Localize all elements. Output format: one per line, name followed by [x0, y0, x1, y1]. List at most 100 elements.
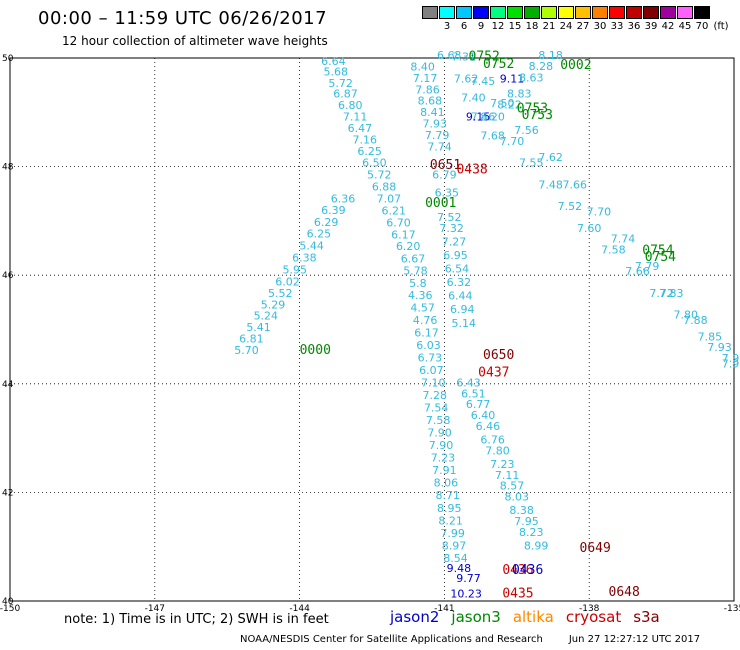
- color-scale-label: 12: [491, 21, 505, 32]
- wave-height-reading: 7.66: [562, 178, 587, 191]
- wave-height-reading: 7.68: [480, 129, 505, 142]
- pass-time-label: 0753: [522, 108, 553, 123]
- wave-height-reading: 5.72: [367, 169, 392, 182]
- wave-height-reading: 7.52: [437, 211, 462, 224]
- color-swatch: [541, 6, 557, 19]
- lat-tick-label: 40: [2, 597, 14, 607]
- wave-height-reading: 6.54: [445, 262, 470, 275]
- wave-height-reading: 6.77: [466, 398, 491, 411]
- wave-height-reading: 4.57: [410, 302, 435, 315]
- wave-height-reading: 6.36: [331, 192, 356, 205]
- wave-height-reading: 7.27: [442, 235, 467, 248]
- wave-height-reading: 6.25: [357, 145, 382, 158]
- wave-height-reading: 6.21: [381, 204, 406, 217]
- wave-height-reading: 7.98: [722, 358, 740, 371]
- credit-footer: NOAA/NESDIS Center for Satellite Applica…: [240, 634, 700, 645]
- color-swatch: [473, 6, 489, 19]
- wave-height-reading: 7.60: [577, 222, 602, 235]
- wave-height-reading: 7.83: [659, 287, 684, 300]
- wave-height-reading: 7.32: [439, 222, 464, 235]
- wave-height-reading: 6.39: [321, 204, 346, 217]
- lon-tick-label: -147: [145, 604, 165, 614]
- wave-height-reading: 7.23: [490, 458, 515, 471]
- color-scale-label: 6: [460, 21, 468, 32]
- color-scale-label: 70: [695, 21, 709, 32]
- wave-height-reading: 8.68: [418, 95, 443, 108]
- wave-height-reading: 6.79: [432, 169, 457, 182]
- wave-height-reading: 7.11: [343, 110, 368, 123]
- color-scale-label: 18: [525, 21, 539, 32]
- wave-height-reading: 7.62: [538, 151, 563, 164]
- wave-height-reading: 6.81: [239, 333, 264, 346]
- color-swatch: [660, 6, 676, 19]
- wave-height-reading: 7.28: [422, 389, 447, 402]
- lon-tick-label: -144: [289, 604, 310, 614]
- wave-height-reading: 6.95: [443, 249, 468, 262]
- color-swatch: [439, 6, 455, 19]
- wave-height-reading: 5.78: [403, 265, 428, 278]
- wave-height-reading: 7.62: [454, 72, 479, 85]
- wave-height-reading: 5.29: [261, 298, 286, 311]
- legend-s3a: s3a: [633, 608, 660, 626]
- render-timestamp: Jun 27 12:27:12 UTC 2017: [568, 634, 701, 645]
- footnote: note: 1) Time is in UTC; 2) SWH is in fe…: [64, 612, 329, 627]
- wave-height-reading: 7.79: [425, 129, 450, 142]
- wave-height-reading: 7.58: [601, 243, 626, 256]
- wave-height-reading: 7.85: [698, 330, 723, 343]
- wave-height-reading: 6.29: [314, 216, 339, 229]
- lon-tick-label: -141: [434, 604, 454, 614]
- pass-time-label: 0000: [300, 343, 331, 358]
- wave-height-reading: 4.36: [408, 289, 433, 302]
- wave-height-reading: 5.8: [409, 277, 427, 290]
- wave-height-reading: 7.52: [558, 200, 583, 213]
- wave-height-reading: 6.50: [362, 157, 387, 170]
- wave-height-reading: 8.41: [420, 106, 445, 119]
- color-swatch: [456, 6, 472, 19]
- wave-height-reading: 6.63: [437, 49, 462, 62]
- wave-height-reading: 7.50: [490, 97, 515, 110]
- pass-time-label: 0752: [469, 50, 500, 65]
- wave-height-reading: 7.95: [514, 515, 539, 528]
- color-scale-label: 24: [559, 21, 573, 32]
- wave-height-reading: 6.67: [401, 253, 426, 266]
- wave-height-reading: 5.24: [254, 310, 279, 323]
- wave-height-reading: 7.07: [377, 192, 402, 205]
- wave-height-reading: 4.76: [413, 314, 438, 327]
- wave-height-reading: 6.73: [418, 352, 443, 365]
- wave-height-reading: 6.32: [447, 276, 472, 289]
- lat-tick-label: 44: [2, 380, 14, 390]
- wave-height-reading: 10.23: [450, 588, 482, 601]
- wave-height-reading: 6.64: [321, 55, 346, 68]
- color-scale-label: 15: [508, 21, 522, 32]
- wave-height-reading: 6.47: [348, 122, 373, 135]
- color-scale-label: 30: [593, 21, 607, 32]
- color-scale-label: 3: [443, 21, 451, 32]
- wave-height-reading: 8.71: [436, 489, 461, 502]
- color-swatch: [694, 6, 710, 19]
- color-scale-label: 45: [678, 21, 692, 32]
- wave-height-reading: 9.11: [500, 72, 525, 85]
- wave-height-reading: 7.17: [413, 72, 438, 85]
- wave-height-reading: 7.80: [485, 444, 510, 457]
- legend-jason2: jason2: [390, 608, 440, 626]
- wave-height-reading: 7.66: [625, 265, 650, 278]
- color-scale-label: 27: [576, 21, 590, 32]
- pass-time-label: 0753: [517, 101, 548, 116]
- wave-height-reading: 7.54: [424, 401, 449, 414]
- wave-height-reading: 6.17: [414, 327, 439, 340]
- wave-height-reading: 6.76: [480, 434, 505, 447]
- wave-height-reading: 6.35: [435, 186, 460, 199]
- pass-time-label: 0437: [478, 366, 509, 381]
- lon-tick-label: -135: [724, 604, 740, 614]
- wave-height-reading: 6.20: [396, 240, 421, 253]
- wave-height-reading: 5.72: [328, 77, 353, 90]
- wave-height-reading: 8.06: [434, 476, 459, 489]
- wave-height-reading: 6.40: [471, 409, 496, 422]
- pass-time-label: 0648: [609, 585, 640, 600]
- wave-height-reading: 8.63: [519, 71, 544, 84]
- wave-height-reading: 6.88: [372, 180, 397, 193]
- credit-text: NOAA/NESDIS Center for Satellite Applica…: [240, 634, 543, 645]
- color-scale-label: 36: [627, 21, 641, 32]
- wave-height-reading: 6.94: [450, 303, 475, 316]
